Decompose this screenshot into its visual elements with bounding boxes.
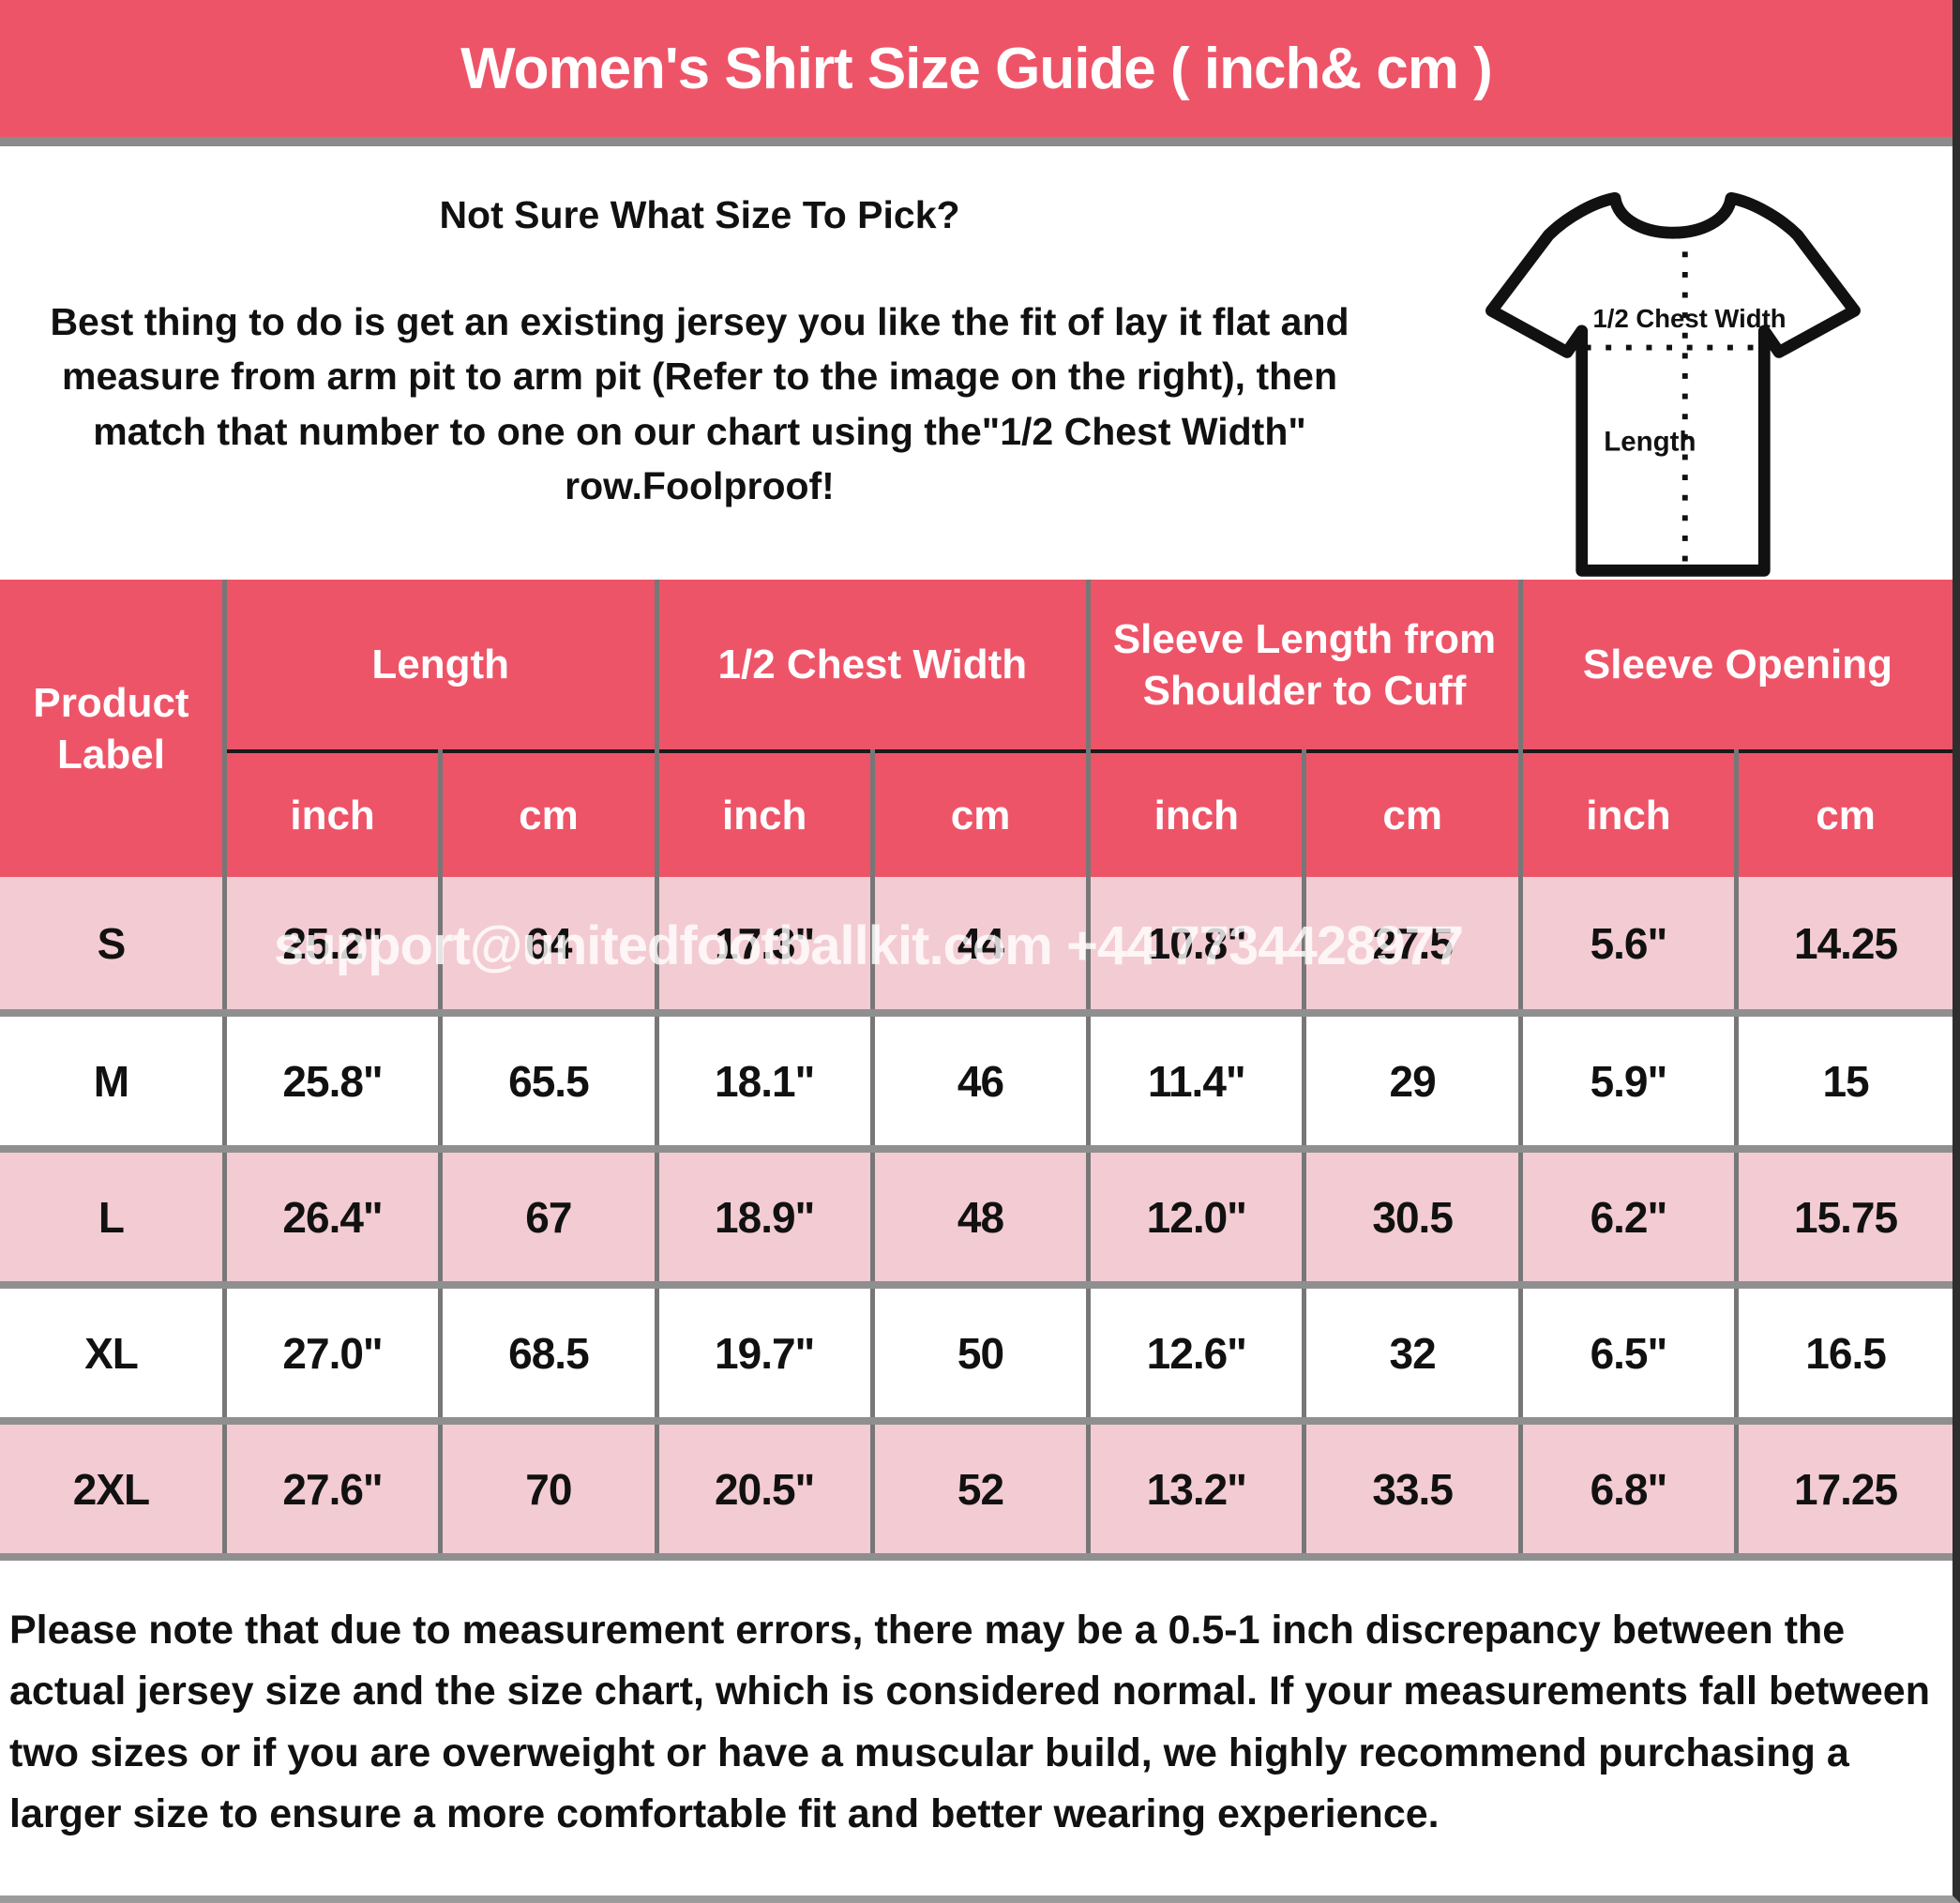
tshirt-outline <box>1485 191 1861 577</box>
size-label: S <box>0 877 225 1013</box>
intro-body: Best thing to do is get an existing jers… <box>50 300 1349 507</box>
intro-text-block: Not Sure What Size To Pick? Best thing t… <box>6 188 1394 580</box>
size-cell: 6.8" <box>1517 1417 1737 1561</box>
unit-header: cm <box>1302 749 1521 877</box>
unit-header: inch <box>1086 749 1304 877</box>
tshirt-measure-icon: 1/2 Chest Width Length <box>1485 191 1861 577</box>
header-product-label: Product Label <box>0 580 225 877</box>
header-length: Length <box>221 580 657 751</box>
table-row-l: L 26.4" 67 18.9" 48 12.0" 30.5 6.2" 15.7… <box>0 1145 1952 1285</box>
unit-header: inch <box>654 749 873 877</box>
shirt-diagram: 1/2 Chest Width Length <box>1394 146 1952 580</box>
chest-width-label: 1/2 Chest Width <box>1593 304 1787 333</box>
size-table: Product Label Length 1/2 Chest Width Sle… <box>0 580 1952 1561</box>
size-cell: 18.9" <box>654 1145 873 1285</box>
size-label: 2XL <box>0 1417 225 1561</box>
title-banner: Women's Shirt Size Guide ( inch& cm ) <box>0 0 1952 146</box>
size-cell: 11.4" <box>1086 1009 1304 1149</box>
length-label: Length <box>1604 427 1696 458</box>
size-cell: 50 <box>869 1281 1089 1421</box>
size-cell: 64 <box>438 877 657 1013</box>
table-row-2xl: 2XL 27.6" 70 20.5" 52 13.2" 33.5 6.8" 17… <box>0 1417 1952 1561</box>
unit-header: cm <box>1734 749 1952 877</box>
size-cell: 67 <box>438 1145 657 1285</box>
size-cell: 46 <box>869 1009 1089 1149</box>
intro-section: Not Sure What Size To Pick? Best thing t… <box>0 146 1952 580</box>
unit-header: inch <box>1517 749 1737 877</box>
header-sleeve-length: Sleeve Length from Shoulder to Cuff <box>1086 580 1521 751</box>
size-cell: 27.6" <box>221 1417 441 1561</box>
size-cell: 14.25 <box>1734 877 1952 1013</box>
size-cell: 32 <box>1302 1281 1521 1421</box>
size-cell: 5.6" <box>1517 877 1737 1013</box>
unit-header: cm <box>438 749 657 877</box>
size-cell: 18.1" <box>654 1009 873 1149</box>
size-cell: 27.5 <box>1302 877 1521 1013</box>
size-cell: 30.5 <box>1302 1145 1521 1285</box>
size-cell: 15.75 <box>1734 1145 1952 1285</box>
size-cell: 25.8" <box>221 1009 441 1149</box>
size-cell: 27.0" <box>221 1281 441 1421</box>
size-cell: 10.8" <box>1086 877 1304 1013</box>
size-cell: 12.6" <box>1086 1281 1304 1421</box>
size-cell: 48 <box>869 1145 1089 1285</box>
size-cell: 33.5 <box>1302 1417 1521 1561</box>
intro-heading: Not Sure What Size To Pick? <box>439 193 960 236</box>
size-cell: 16.5 <box>1734 1281 1952 1421</box>
size-cell: 19.7" <box>654 1281 873 1421</box>
size-cell: 15 <box>1734 1009 1952 1149</box>
page-title: Women's Shirt Size Guide ( inch& cm ) <box>460 36 1493 101</box>
size-label: XL <box>0 1281 225 1421</box>
header-half-chest-width: 1/2 Chest Width <box>654 580 1089 751</box>
table-row-m: M 25.8" 65.5 18.1" 46 11.4" 29 5.9" 15 <box>0 1009 1952 1149</box>
size-label: L <box>0 1145 225 1285</box>
size-cell: 13.2" <box>1086 1417 1304 1561</box>
unit-header: cm <box>869 749 1089 877</box>
measurement-note: Please note that due to measurement erro… <box>9 1608 1930 1837</box>
size-cell: 25.2" <box>221 877 441 1013</box>
header-sleeve-opening: Sleeve Opening <box>1517 580 1952 751</box>
size-cell: 5.9" <box>1517 1009 1737 1149</box>
size-cell: 17.25 <box>1734 1417 1952 1561</box>
table-row-xl: XL 27.0" 68.5 19.7" 50 12.6" 32 6.5" 16.… <box>0 1281 1952 1421</box>
size-cell: 65.5 <box>438 1009 657 1149</box>
size-cell: 29 <box>1302 1009 1521 1149</box>
size-cell: 20.5" <box>654 1417 873 1561</box>
size-cell: 6.5" <box>1517 1281 1737 1421</box>
size-cell: 26.4" <box>221 1145 441 1285</box>
size-label: M <box>0 1009 225 1149</box>
size-cell: 70 <box>438 1417 657 1561</box>
table-row-s: S 25.2" 64 17.3" 44 10.8" 27.5 5.6" 14.2… <box>0 877 1952 1013</box>
unit-header: inch <box>221 749 441 877</box>
size-cell: 68.5 <box>438 1281 657 1421</box>
size-cell: 6.2" <box>1517 1145 1737 1285</box>
size-cell: 44 <box>869 877 1089 1013</box>
size-cell: 52 <box>869 1417 1089 1561</box>
size-cell: 12.0" <box>1086 1145 1304 1285</box>
size-cell: 17.3" <box>654 877 873 1013</box>
